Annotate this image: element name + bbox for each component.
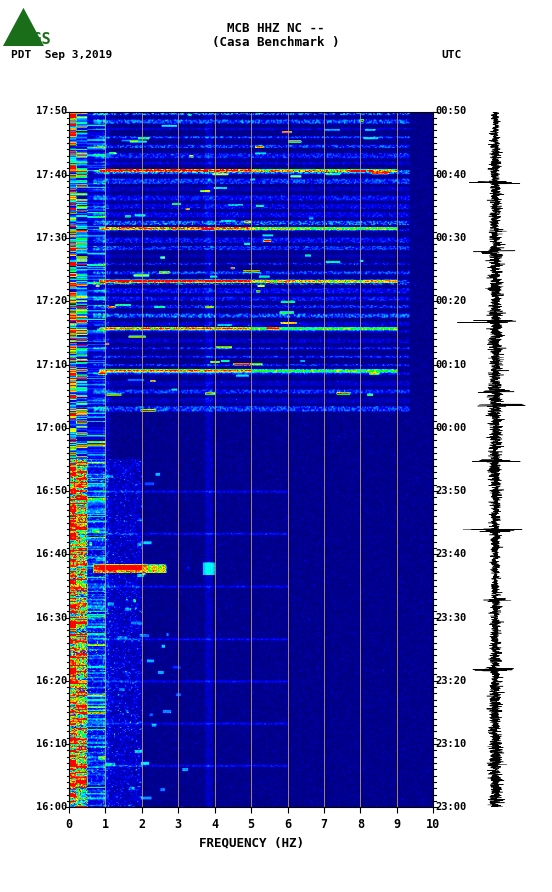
Text: 17:10: 17:10 [36,359,67,369]
Text: 23:40: 23:40 [435,549,466,559]
Text: 23:30: 23:30 [435,613,466,623]
Text: 16:20: 16:20 [36,676,67,686]
Text: 16:00: 16:00 [36,802,67,813]
Text: 16:30: 16:30 [36,613,67,623]
Text: UTC: UTC [442,50,462,60]
Text: 00:20: 00:20 [435,296,466,306]
Text: 17:40: 17:40 [36,169,67,180]
Text: PDT  Sep 3,2019: PDT Sep 3,2019 [11,50,112,60]
Text: 00:10: 00:10 [435,359,466,369]
Text: 16:40: 16:40 [36,549,67,559]
Text: 23:00: 23:00 [435,802,466,813]
Text: (Casa Benchmark ): (Casa Benchmark ) [213,36,339,49]
Text: 16:10: 16:10 [36,739,67,749]
Text: MCB HHZ NC --: MCB HHZ NC -- [227,22,325,36]
Polygon shape [3,8,44,46]
Text: 17:00: 17:00 [36,423,67,433]
X-axis label: FREQUENCY (HZ): FREQUENCY (HZ) [199,836,304,849]
Text: 00:40: 00:40 [435,169,466,180]
Text: 17:20: 17:20 [36,296,67,306]
Text: 16:50: 16:50 [36,486,67,496]
Text: 23:20: 23:20 [435,676,466,686]
Text: 23:10: 23:10 [435,739,466,749]
Text: ▲USGS: ▲USGS [6,31,51,46]
Text: 17:30: 17:30 [36,233,67,243]
Text: 00:30: 00:30 [435,233,466,243]
Text: 00:50: 00:50 [435,106,466,117]
Text: 17:50: 17:50 [36,106,67,117]
Text: 23:50: 23:50 [435,486,466,496]
Text: 00:00: 00:00 [435,423,466,433]
